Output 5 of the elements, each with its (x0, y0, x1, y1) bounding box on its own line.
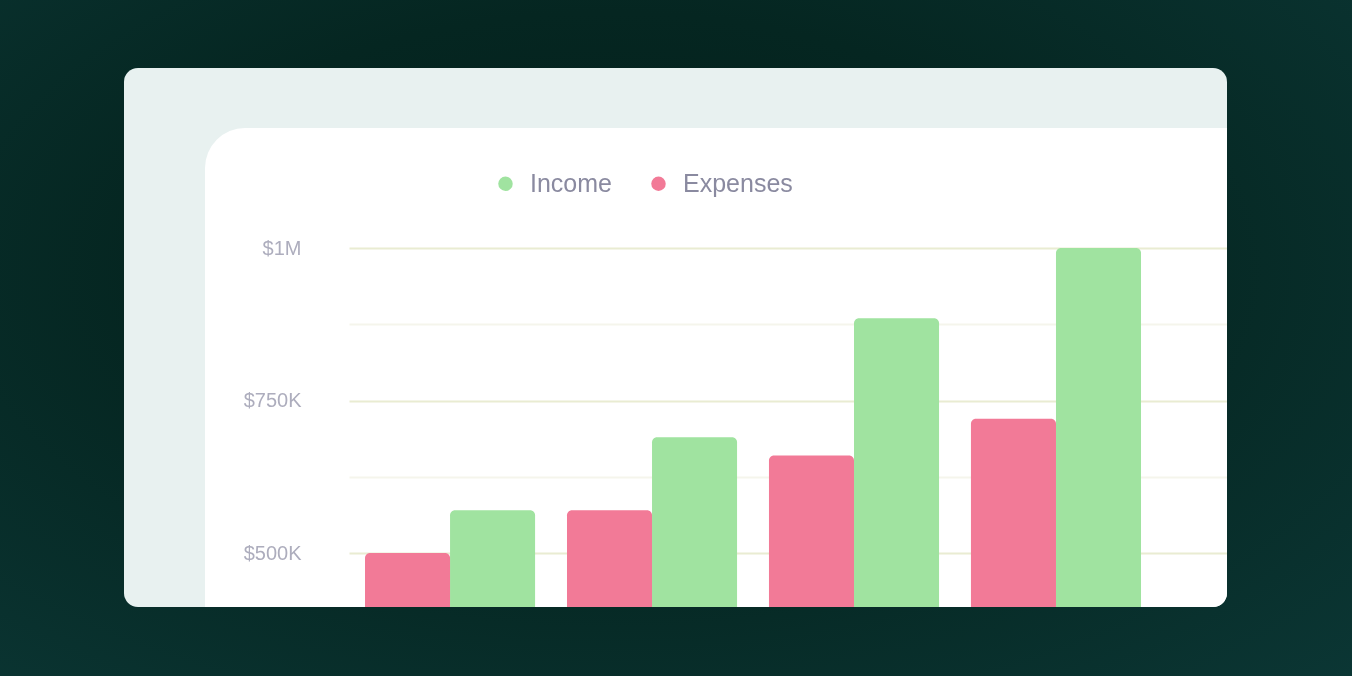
y-tick-label: $750K (243, 389, 303, 412)
y-tick-label: $1M (262, 236, 302, 259)
legend-label: Expenses (682, 168, 793, 197)
y-tick-label: $500K (243, 541, 303, 564)
legend-label: Income (529, 168, 612, 197)
